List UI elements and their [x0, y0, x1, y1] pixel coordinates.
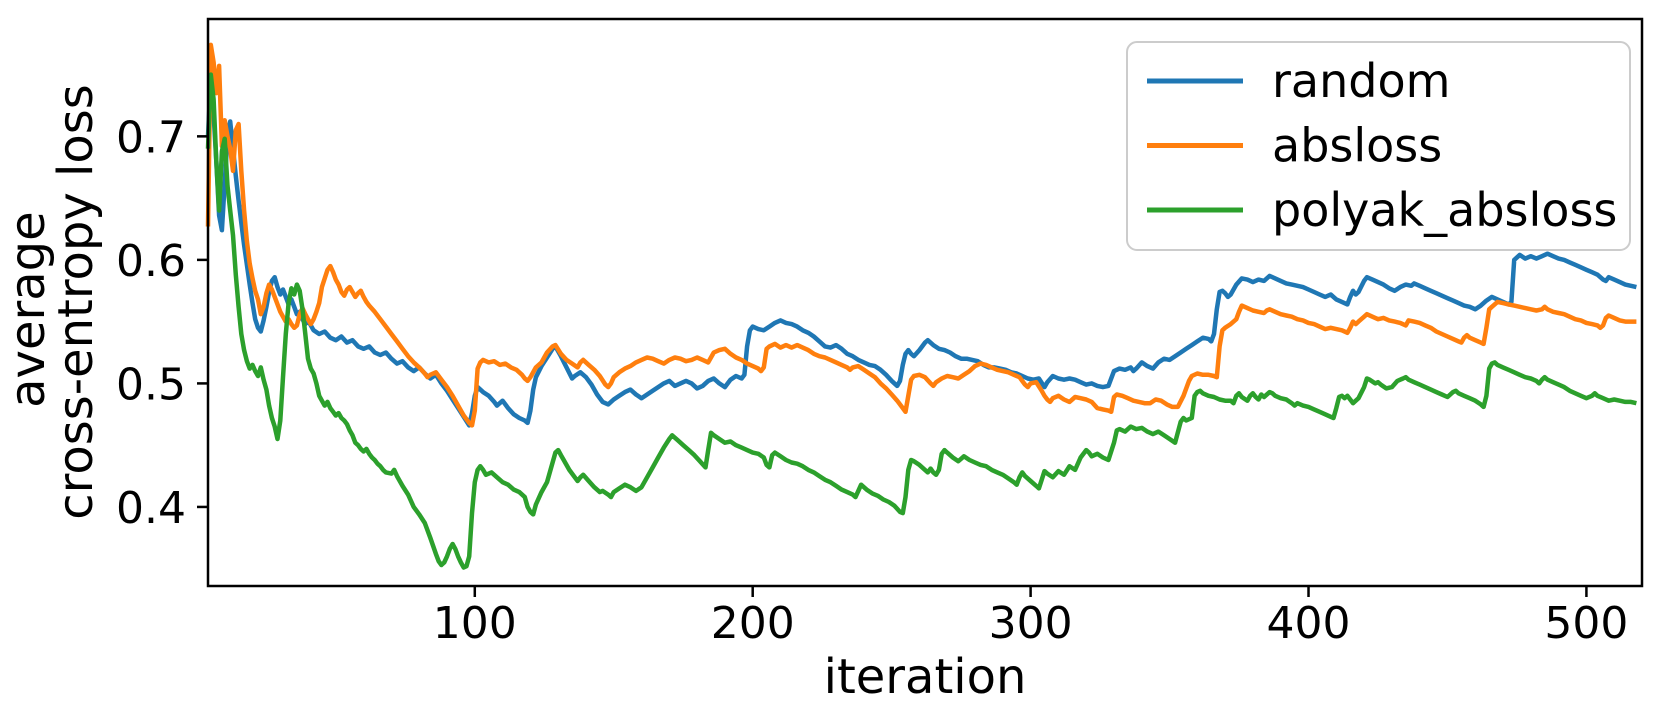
tick-labels: 100 200 300 400 500 0.4 0.5 0.6 0.7	[116, 112, 1628, 649]
y-axis-label-line1: average	[0, 211, 56, 408]
x-tick-label-200: 200	[711, 598, 795, 649]
plot-frame	[206, 17, 1644, 588]
legend-box	[1126, 41, 1631, 251]
legend: random absloss polyak_absloss	[1126, 41, 1631, 251]
y-tick-label-0.4: 0.4	[116, 483, 186, 534]
y-axis-label-line2: cross-entropy loss	[48, 84, 104, 519]
x-tick-label-100: 100	[433, 598, 517, 649]
x-tick-label-300: 300	[989, 598, 1073, 649]
axes	[197, 17, 1644, 597]
x-tick-label-500: 500	[1544, 598, 1628, 649]
series-line-absloss	[205, 42, 1637, 428]
legend-label-polyak_absloss: polyak_absloss	[1272, 183, 1617, 237]
series-line-polyak_absloss	[205, 72, 1637, 570]
series-line-random	[205, 74, 1637, 428]
series-lines	[205, 42, 1637, 570]
y-tick-label-0.7: 0.7	[116, 112, 186, 163]
legend-label-absloss: absloss	[1272, 119, 1442, 173]
legend-label-random: random	[1272, 54, 1450, 108]
y-tick-label-0.5: 0.5	[116, 359, 186, 410]
y-tick-label-0.6: 0.6	[116, 236, 186, 287]
y-axis-label: average cross-entropy loss	[0, 84, 104, 519]
x-axis-label: iteration	[824, 649, 1027, 705]
x-tick-label-400: 400	[1267, 598, 1351, 649]
